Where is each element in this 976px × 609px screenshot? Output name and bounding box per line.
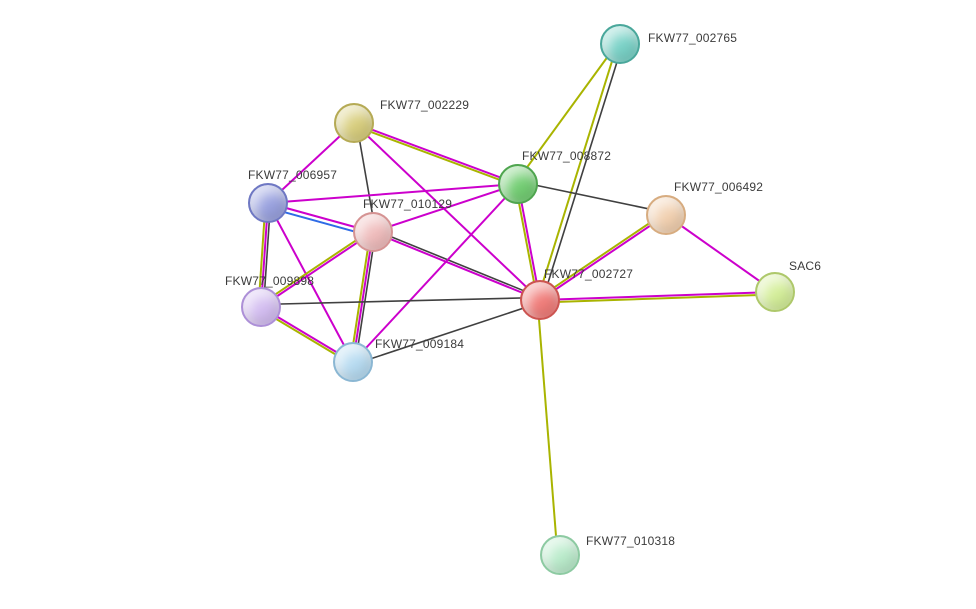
node-FKW77_010129[interactable]	[353, 212, 393, 252]
node-label-SAC6: SAC6	[789, 259, 821, 273]
node-label-FKW77_002727: FKW77_002727	[544, 267, 633, 281]
node-FKW77_006957[interactable]	[248, 183, 288, 223]
node-bubble[interactable]	[540, 535, 580, 575]
node-bubble[interactable]	[646, 195, 686, 235]
node-label-FKW77_006492: FKW77_006492	[674, 180, 763, 194]
node-label-FKW77_009898: FKW77_009898	[225, 274, 314, 288]
node-bubble[interactable]	[334, 103, 374, 143]
node-bubble[interactable]	[600, 24, 640, 64]
node-bubble[interactable]	[333, 342, 373, 382]
node-FKW77_009184[interactable]	[333, 342, 373, 382]
node-label-FKW77_002765: FKW77_002765	[648, 31, 737, 45]
node-label-FKW77_009184: FKW77_009184	[375, 337, 464, 351]
node-label-FKW77_006957: FKW77_006957	[248, 168, 337, 182]
node-label-FKW77_010318: FKW77_010318	[586, 534, 675, 548]
node-label-FKW77_010129: FKW77_010129	[363, 197, 452, 211]
node-bubble[interactable]	[248, 183, 288, 223]
node-FKW77_008872[interactable]	[498, 164, 538, 204]
node-FKW77_006492[interactable]	[646, 195, 686, 235]
node-FKW77_009898[interactable]	[241, 287, 281, 327]
node-bubble[interactable]	[755, 272, 795, 312]
node-label-FKW77_008872: FKW77_008872	[522, 149, 611, 163]
node-FKW77_010318[interactable]	[540, 535, 580, 575]
node-bubble[interactable]	[353, 212, 393, 252]
node-bubble[interactable]	[241, 287, 281, 327]
node-layer: FKW77_002765 FKW77_002229 FKW77_008872 FKW7…	[0, 0, 976, 609]
node-SAC6[interactable]	[755, 272, 795, 312]
node-bubble[interactable]	[498, 164, 538, 204]
node-label-FKW77_002229: FKW77_002229	[380, 98, 469, 112]
node-FKW77_002229[interactable]	[334, 103, 374, 143]
node-bubble[interactable]	[520, 280, 560, 320]
node-FKW77_002765[interactable]	[600, 24, 640, 64]
node-FKW77_002727[interactable]	[520, 280, 560, 320]
